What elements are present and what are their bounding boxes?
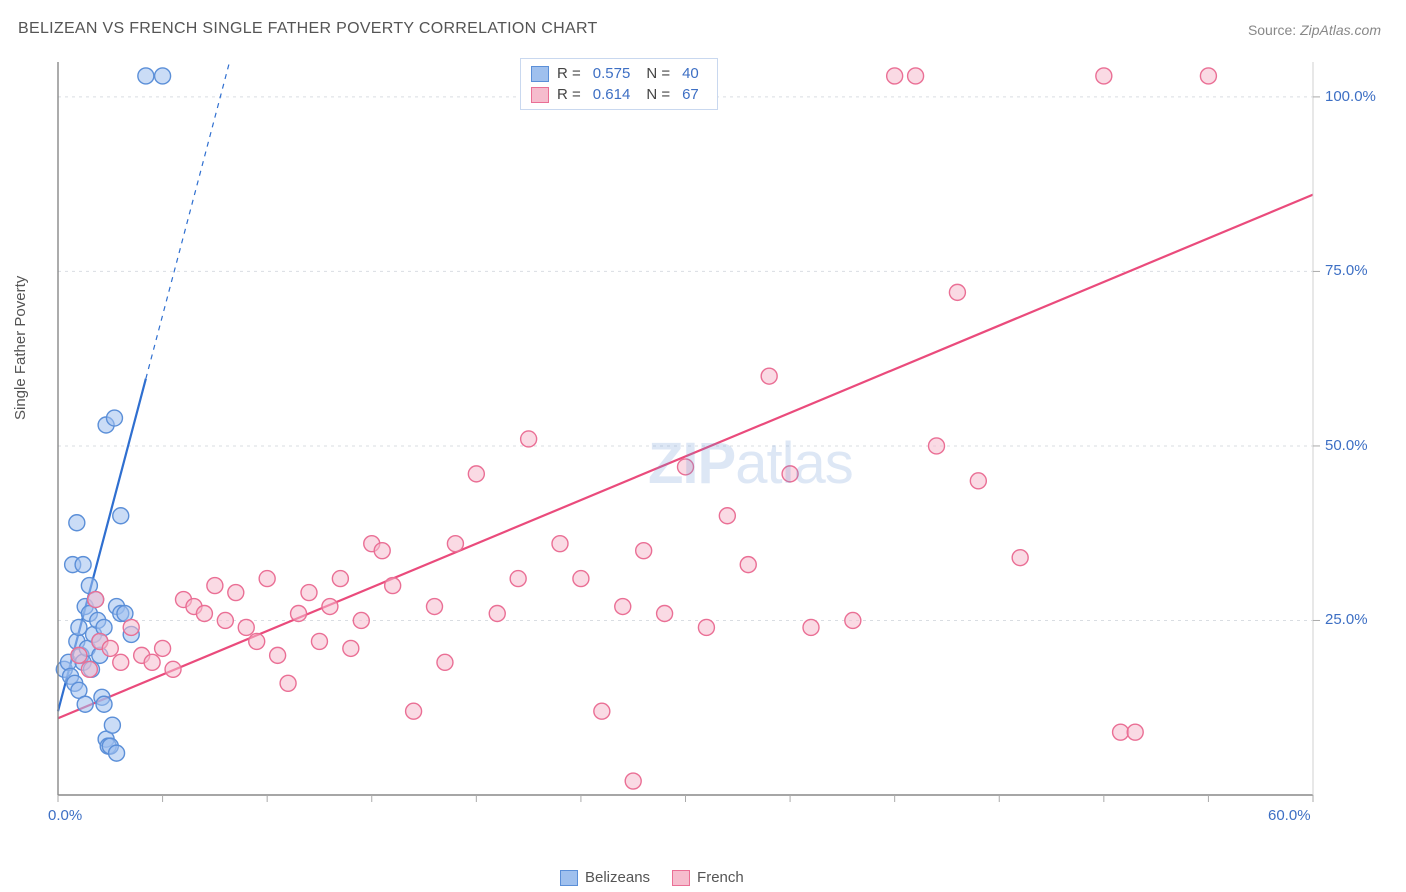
legend-swatch: [531, 66, 549, 82]
series-legend: Belizeans French: [560, 869, 744, 886]
chart-title: BELIZEAN VS FRENCH SINGLE FATHER POVERTY…: [18, 20, 598, 38]
r-value: 0.575: [593, 65, 631, 82]
r-label: R =: [557, 86, 581, 103]
source-value: ZipAtlas.com: [1300, 22, 1381, 38]
r-value: 0.614: [593, 86, 631, 103]
legend-stat-row: R = 0.575 N = 40: [531, 63, 707, 84]
x-tick-label: 60.0%: [1268, 807, 1311, 824]
chart-svg: [48, 50, 1368, 825]
n-label: N =: [646, 65, 670, 82]
r-label: R =: [557, 65, 581, 82]
swatch-french: [672, 870, 690, 886]
n-value: 40: [682, 65, 699, 82]
legend-stat-row: R = 0.614 N = 67: [531, 84, 707, 105]
x-tick-label: 0.0%: [48, 807, 82, 824]
y-axis-label: Single Father Poverty: [12, 276, 29, 420]
source-credit: Source: ZipAtlas.com: [1248, 22, 1381, 38]
y-tick-label: 25.0%: [1325, 611, 1368, 628]
y-tick-label: 75.0%: [1325, 262, 1368, 279]
legend-item-french: French: [672, 869, 744, 886]
legend-item-belizeans: Belizeans: [560, 869, 650, 886]
n-label: N =: [646, 86, 670, 103]
source-label: Source:: [1248, 22, 1296, 38]
legend-label-belizeans: Belizeans: [585, 869, 650, 886]
y-tick-label: 100.0%: [1325, 88, 1376, 105]
correlation-legend: R = 0.575 N = 40 R = 0.614 N = 67: [520, 58, 718, 110]
n-value: 67: [682, 86, 699, 103]
legend-swatch: [531, 87, 549, 103]
y-tick-label: 50.0%: [1325, 437, 1368, 454]
swatch-belizeans: [560, 870, 578, 886]
scatter-chart: ZIPatlas 0.0%60.0%25.0%50.0%75.0%100.0%: [48, 50, 1368, 825]
legend-label-french: French: [697, 869, 744, 886]
